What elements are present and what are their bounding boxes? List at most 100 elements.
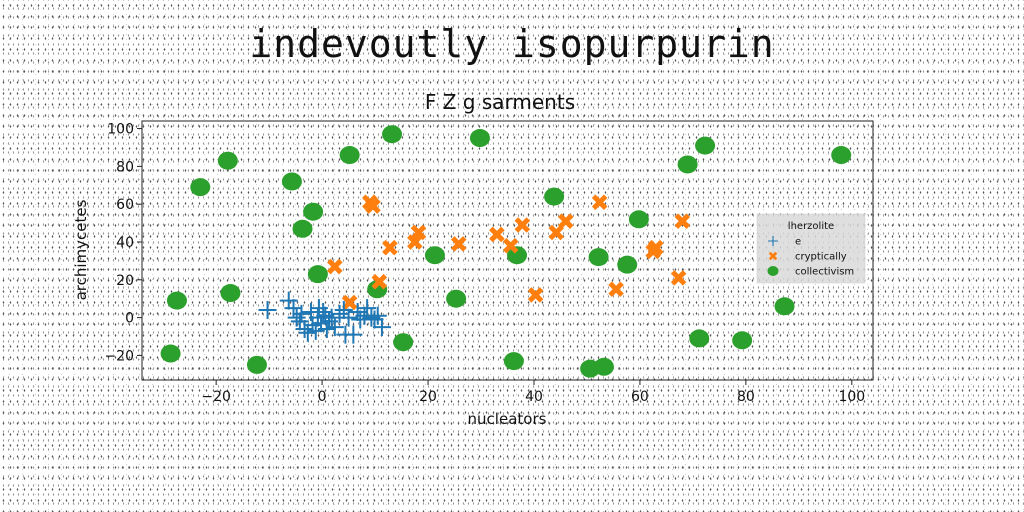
data-point [295,319,314,338]
data-point [527,287,544,303]
x-tick-label: 20 [419,389,437,405]
data-point [371,273,388,290]
data-point [689,329,710,348]
data-point [558,213,574,229]
data-point [292,304,311,323]
data-point [677,155,698,174]
data-point [166,291,187,310]
data-point [774,297,795,316]
data-point [503,352,524,371]
legend-entry-label: collectivism [795,267,854,278]
data-point [732,331,753,350]
data-point [372,318,391,337]
data-point [450,236,467,252]
data-point [446,289,467,308]
data-point [281,172,302,191]
data-point [548,224,565,241]
chart-title: F Z g sarments [425,90,575,114]
data-point [344,325,363,344]
series-collectivism [160,125,852,378]
data-point [489,226,505,243]
data-point [410,224,427,241]
data-point [424,246,445,265]
y-tick-label: 100 [107,122,134,138]
data-point [287,308,306,327]
data-point [695,136,716,155]
data-point [322,308,341,327]
legend-title: lherzolite [788,221,834,232]
figure-title: indevoutly isopurpurin [249,22,775,66]
data-point [469,129,490,148]
data-point [339,308,358,327]
data-point [292,219,313,238]
data-marks [160,125,852,378]
legend-entry-label: cryptically [795,252,847,263]
y-tick-label: 20 [116,273,134,289]
data-point [831,146,852,165]
data-point [588,248,609,267]
data-point [307,265,328,284]
data-point [330,304,349,323]
data-point [407,234,423,250]
data-point [365,310,384,329]
data-point [507,246,528,265]
plot-area [141,120,874,381]
x-tick-label: 40 [525,389,543,405]
data-point [358,299,377,318]
y-axis: −20 0 20 40 60 80 100 [104,122,142,364]
data-point [365,198,381,214]
x-tick-label: 60 [631,389,649,405]
series-cryptically [327,194,691,311]
legend: lherzolite e cryptically collectivism [756,213,866,284]
data-point [325,318,344,337]
legend-entry-label: e [795,237,801,248]
data-point [382,239,398,256]
y-axis-label: archimycetes [72,199,90,300]
y-tick-label: 80 [116,159,134,175]
data-point [327,258,343,275]
y-tick-label: −20 [104,348,134,364]
data-point [591,194,608,211]
data-point [674,213,691,229]
data-point [246,355,267,374]
data-point [279,291,298,310]
data-point [393,333,414,352]
x-axis-label: nucleators [468,410,547,428]
data-point [258,301,277,320]
data-point [341,294,358,311]
data-point [617,255,638,274]
y-tick-label: 40 [116,235,134,251]
series-e [258,291,391,344]
data-point [317,319,336,338]
data-point [544,187,565,206]
data-point [190,178,211,197]
data-point [514,217,531,233]
y-tick-label: 60 [116,197,134,213]
data-point [160,344,181,363]
legend-marker [767,266,779,276]
data-point [608,281,624,298]
data-point [303,202,324,221]
x-tick-label: 100 [838,389,865,405]
x-tick-label: 0 [318,389,327,405]
data-point [339,146,360,165]
x-axis: −20 0 20 40 60 80 100 [201,380,865,405]
data-point [334,301,353,320]
data-point [670,270,687,286]
data-point [648,239,664,256]
data-point [290,312,309,331]
x-tick-label: −20 [201,389,231,405]
x-tick-label: 80 [737,389,755,405]
legend-marker [768,251,778,261]
legend-marker [768,236,778,246]
data-point [628,210,649,229]
data-point [217,151,238,170]
data-point [220,284,241,303]
data-point [368,306,387,325]
data-point [593,357,614,376]
data-point [298,323,317,342]
y-tick-label: 0 [125,311,134,327]
data-point [382,125,403,144]
data-point [502,238,519,254]
